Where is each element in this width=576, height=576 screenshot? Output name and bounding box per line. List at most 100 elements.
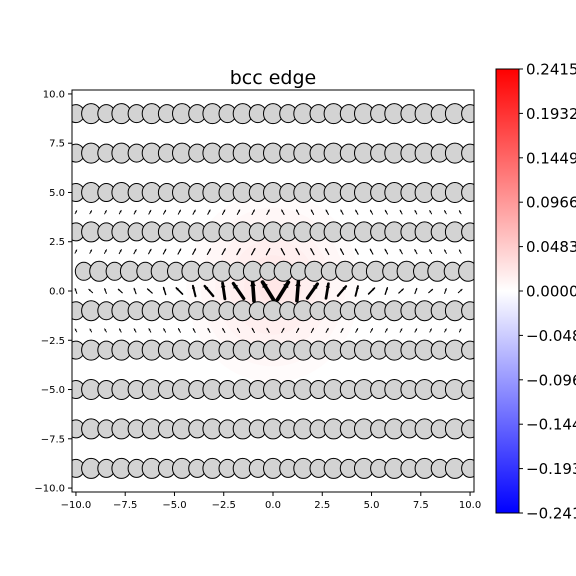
atoms: [72, 103, 474, 479]
y-tick-label: 10.0: [43, 89, 65, 100]
colorbar-tick-label: −0.0483: [526, 327, 576, 345]
colorbar-tick-label: 0.1449: [526, 149, 576, 167]
arrow-head: [414, 210, 417, 213]
x-axis: −10.0 −7.5 −5.0 −2.5 0.0 2.5 5.0 7.5 10.0: [61, 492, 481, 511]
arrow-head: [89, 210, 92, 213]
arrow-head: [444, 249, 447, 252]
x-tick-label: −5.0: [162, 500, 186, 511]
colorbar-ticks: 0.2415 0.1932 0.1449 0.0966 0.0483 0.0000 −0.0…: [519, 61, 576, 523]
atom: [461, 301, 474, 321]
arrow-head: [208, 210, 211, 212]
arrow-head: [118, 289, 121, 292]
atom: [461, 458, 474, 478]
arrow-head: [176, 287, 179, 291]
arrow-head: [147, 288, 150, 291]
arrow-head: [312, 283, 318, 289]
atom: [461, 183, 474, 202]
arrow-head: [252, 209, 255, 212]
arrow-head: [370, 210, 373, 213]
arrow-head: [119, 249, 122, 252]
arrow-head: [207, 328, 210, 331]
arrow-head: [283, 282, 289, 289]
arrow-head: [296, 209, 299, 212]
arrow-head: [262, 282, 268, 289]
x-tick-label: 0.0: [265, 500, 281, 511]
arrow-head: [459, 249, 461, 252]
arrow-head: [164, 210, 166, 213]
arrow-head: [341, 328, 344, 331]
arrow-head: [104, 328, 107, 331]
arrow-head: [148, 328, 151, 331]
arrow-head: [311, 209, 313, 212]
arrow-head: [238, 248, 241, 251]
arrow-head: [267, 209, 270, 212]
atom: [461, 143, 474, 163]
y-axis: −10.0 −7.5 −5.0 −2.5 0.0 2.5 5.0 7.5 10.0: [34, 89, 72, 495]
arrow-head: [134, 249, 137, 252]
arrow-head: [401, 288, 404, 291]
arrow-head: [193, 328, 195, 331]
displacement-arrows: [74, 209, 463, 333]
arrow-head: [400, 328, 403, 331]
arrow-head: [89, 249, 92, 252]
x-tick-label: −2.5: [212, 500, 236, 511]
arrow-head: [178, 210, 181, 213]
arrow-head: [310, 248, 313, 251]
arrow-head: [297, 328, 299, 331]
arrow-head: [430, 289, 433, 292]
arrow-head: [75, 210, 77, 213]
atom: [461, 419, 474, 439]
arrow-head: [193, 248, 196, 251]
arrow-head: [88, 289, 91, 292]
arrow-head: [370, 328, 373, 331]
y-tick-label: −10.0: [34, 484, 65, 495]
arrow-head: [149, 249, 152, 252]
arrow-head: [104, 210, 107, 213]
y-tick-label: −2.5: [41, 336, 65, 347]
arrow-head: [342, 286, 346, 290]
colorbar-tick-label: −0.0966: [526, 371, 576, 389]
arrow-head: [104, 249, 107, 252]
arrow-head: [385, 287, 388, 290]
arrow-head: [399, 249, 402, 252]
arrow-head: [384, 249, 387, 252]
arrow-head: [372, 288, 375, 291]
arrow-head: [325, 248, 328, 251]
arrow-head: [295, 248, 298, 251]
arrow-head: [223, 210, 225, 212]
arrow-head: [355, 210, 358, 213]
arrow-head: [268, 248, 270, 251]
arrow-head: [208, 248, 211, 251]
x-tick-label: 5.0: [364, 500, 380, 511]
arrow-head: [193, 210, 196, 213]
arrow-head: [238, 209, 240, 212]
colorbar-tick-label: 0.0000: [526, 283, 576, 301]
arrow-head: [385, 210, 387, 213]
arrow-head: [178, 328, 181, 331]
arrow-head: [237, 328, 240, 331]
arrow-head: [444, 288, 447, 291]
arrow-head: [414, 249, 417, 252]
arrow-head: [356, 328, 358, 331]
arrow-head: [444, 328, 447, 331]
arrow-head: [415, 328, 417, 331]
y-tick-label: 2.5: [49, 237, 65, 248]
y-tick-label: 7.5: [49, 139, 65, 150]
arrow-head: [340, 210, 343, 212]
arrow-head: [281, 209, 284, 212]
arrow-head: [134, 328, 136, 331]
arrow-head: [134, 210, 137, 213]
colorbar-tick-label: 0.0483: [526, 238, 576, 256]
colorbar-tick-label: 0.1932: [526, 105, 576, 123]
colorbar-tick-label: −0.1932: [526, 460, 576, 478]
arrow-head: [252, 328, 254, 331]
plot-area: [72, 90, 474, 492]
arrow-head: [429, 249, 432, 252]
arrow-head: [119, 210, 122, 213]
arrow-head: [133, 288, 136, 291]
arrow-head: [266, 328, 269, 331]
atom: [461, 104, 474, 124]
x-tick-label: 7.5: [413, 500, 429, 511]
x-tick-label: 10.0: [459, 500, 481, 511]
